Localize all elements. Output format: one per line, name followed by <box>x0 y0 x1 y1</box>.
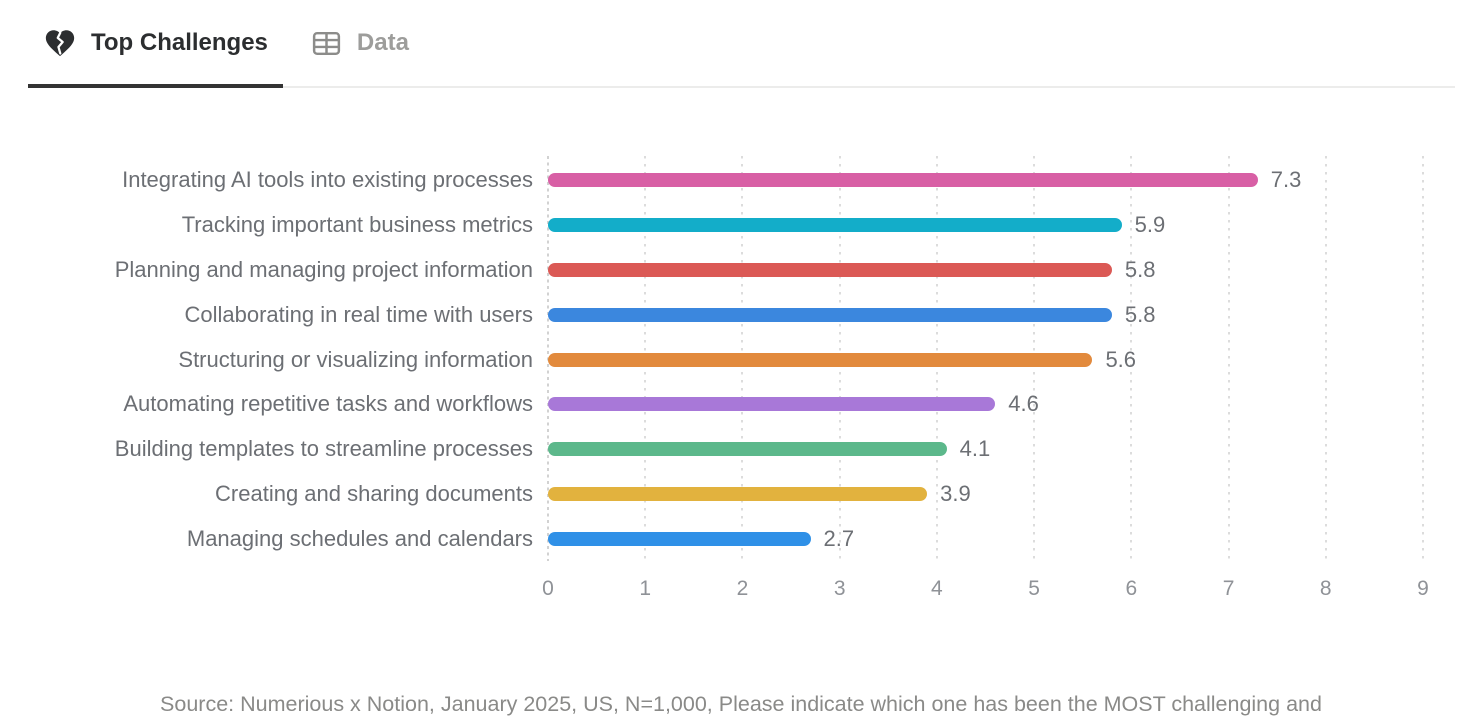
bar-row: 7.3 <box>548 158 1423 203</box>
tab-bar: Top Challenges Data <box>28 0 1455 88</box>
x-tick-label: 7 <box>1222 577 1235 601</box>
x-tick-label: 2 <box>736 577 749 601</box>
bar <box>548 397 996 412</box>
value-label: 7.3 <box>1270 167 1302 193</box>
tab-label: Data <box>356 29 409 56</box>
value-label: 4.1 <box>959 436 991 462</box>
x-tick-label: 9 <box>1417 577 1429 601</box>
chart-body: Integrating AI tools into existing proce… <box>30 156 1482 562</box>
tab-label: Top Challenges <box>91 29 268 56</box>
bar <box>548 307 1112 322</box>
bar-row: 4.1 <box>548 427 1423 472</box>
category-labels: Integrating AI tools into existing proce… <box>30 158 548 561</box>
category-label: Managing schedules and calendars <box>186 525 533 551</box>
category-label: Planning and managing project informatio… <box>114 256 533 282</box>
bar <box>548 218 1122 233</box>
value-label: 5.8 <box>1124 301 1156 327</box>
value-label: 4.6 <box>1008 391 1039 417</box>
category-label: Integrating AI tools into existing proce… <box>122 167 533 193</box>
value-label: 3.9 <box>940 480 971 506</box>
x-tick-label: 1 <box>639 577 652 601</box>
x-tick-label: 5 <box>1028 577 1040 601</box>
x-tick-label: 8 <box>1319 577 1332 601</box>
category-label: Tracking important business metrics <box>181 212 533 238</box>
source-line-1: Source: Numerious x Notion, January 2025… <box>160 692 1322 717</box>
tab-data[interactable]: Data <box>295 0 424 86</box>
value-label: 5.8 <box>1124 256 1156 282</box>
table-icon <box>310 27 343 60</box>
bar-row: 4.6 <box>548 382 1423 427</box>
bar-row: 5.8 <box>548 248 1423 293</box>
broken-heart-icon <box>43 26 77 60</box>
gridline <box>1324 156 1327 562</box>
x-axis: 0 1 2 3 4 5 6 7 8 9 <box>542 561 1429 607</box>
bar-row: 5.6 <box>548 337 1423 382</box>
bar-row: 2.7 <box>548 516 1423 561</box>
bar <box>548 262 1112 277</box>
bar-row: 3.9 <box>548 472 1423 517</box>
bar-row: 5.9 <box>548 203 1423 248</box>
value-label: 5.6 <box>1105 346 1137 372</box>
x-tick-label: 0 <box>542 577 554 601</box>
category-label: Creating and sharing documents <box>215 480 533 506</box>
x-tick-label: 4 <box>931 577 943 601</box>
x-tick-label: 6 <box>1125 577 1138 601</box>
bar <box>548 486 928 501</box>
bar-chart: Integrating AI tools into existing proce… <box>0 156 1482 607</box>
bar <box>548 173 1258 188</box>
source-note: Source: Numerious x Notion, January 2025… <box>0 629 1482 722</box>
category-label: Automating repetitive tasks and workflow… <box>123 391 533 417</box>
plot-area: 7.3 5.9 5.8 5.8 5.6 4.6 4.1 3.9 2.7 <box>547 156 1424 562</box>
bar-row: 5.8 <box>548 292 1423 337</box>
gridline <box>1130 156 1133 562</box>
value-label: 2.7 <box>823 525 855 551</box>
category-label: Collaborating in real time with users <box>184 301 534 327</box>
bar <box>548 531 811 546</box>
category-label: Building templates to streamline process… <box>114 436 533 462</box>
tab-top-challenges[interactable]: Top Challenges <box>28 0 283 88</box>
x-tick-label: 3 <box>833 577 846 601</box>
value-label: 5.9 <box>1134 212 1166 238</box>
bar <box>548 442 947 457</box>
category-label: Structuring or visualizing information <box>178 346 533 372</box>
gridline <box>1227 156 1230 562</box>
gridline <box>1422 156 1424 562</box>
bar <box>548 352 1093 367</box>
